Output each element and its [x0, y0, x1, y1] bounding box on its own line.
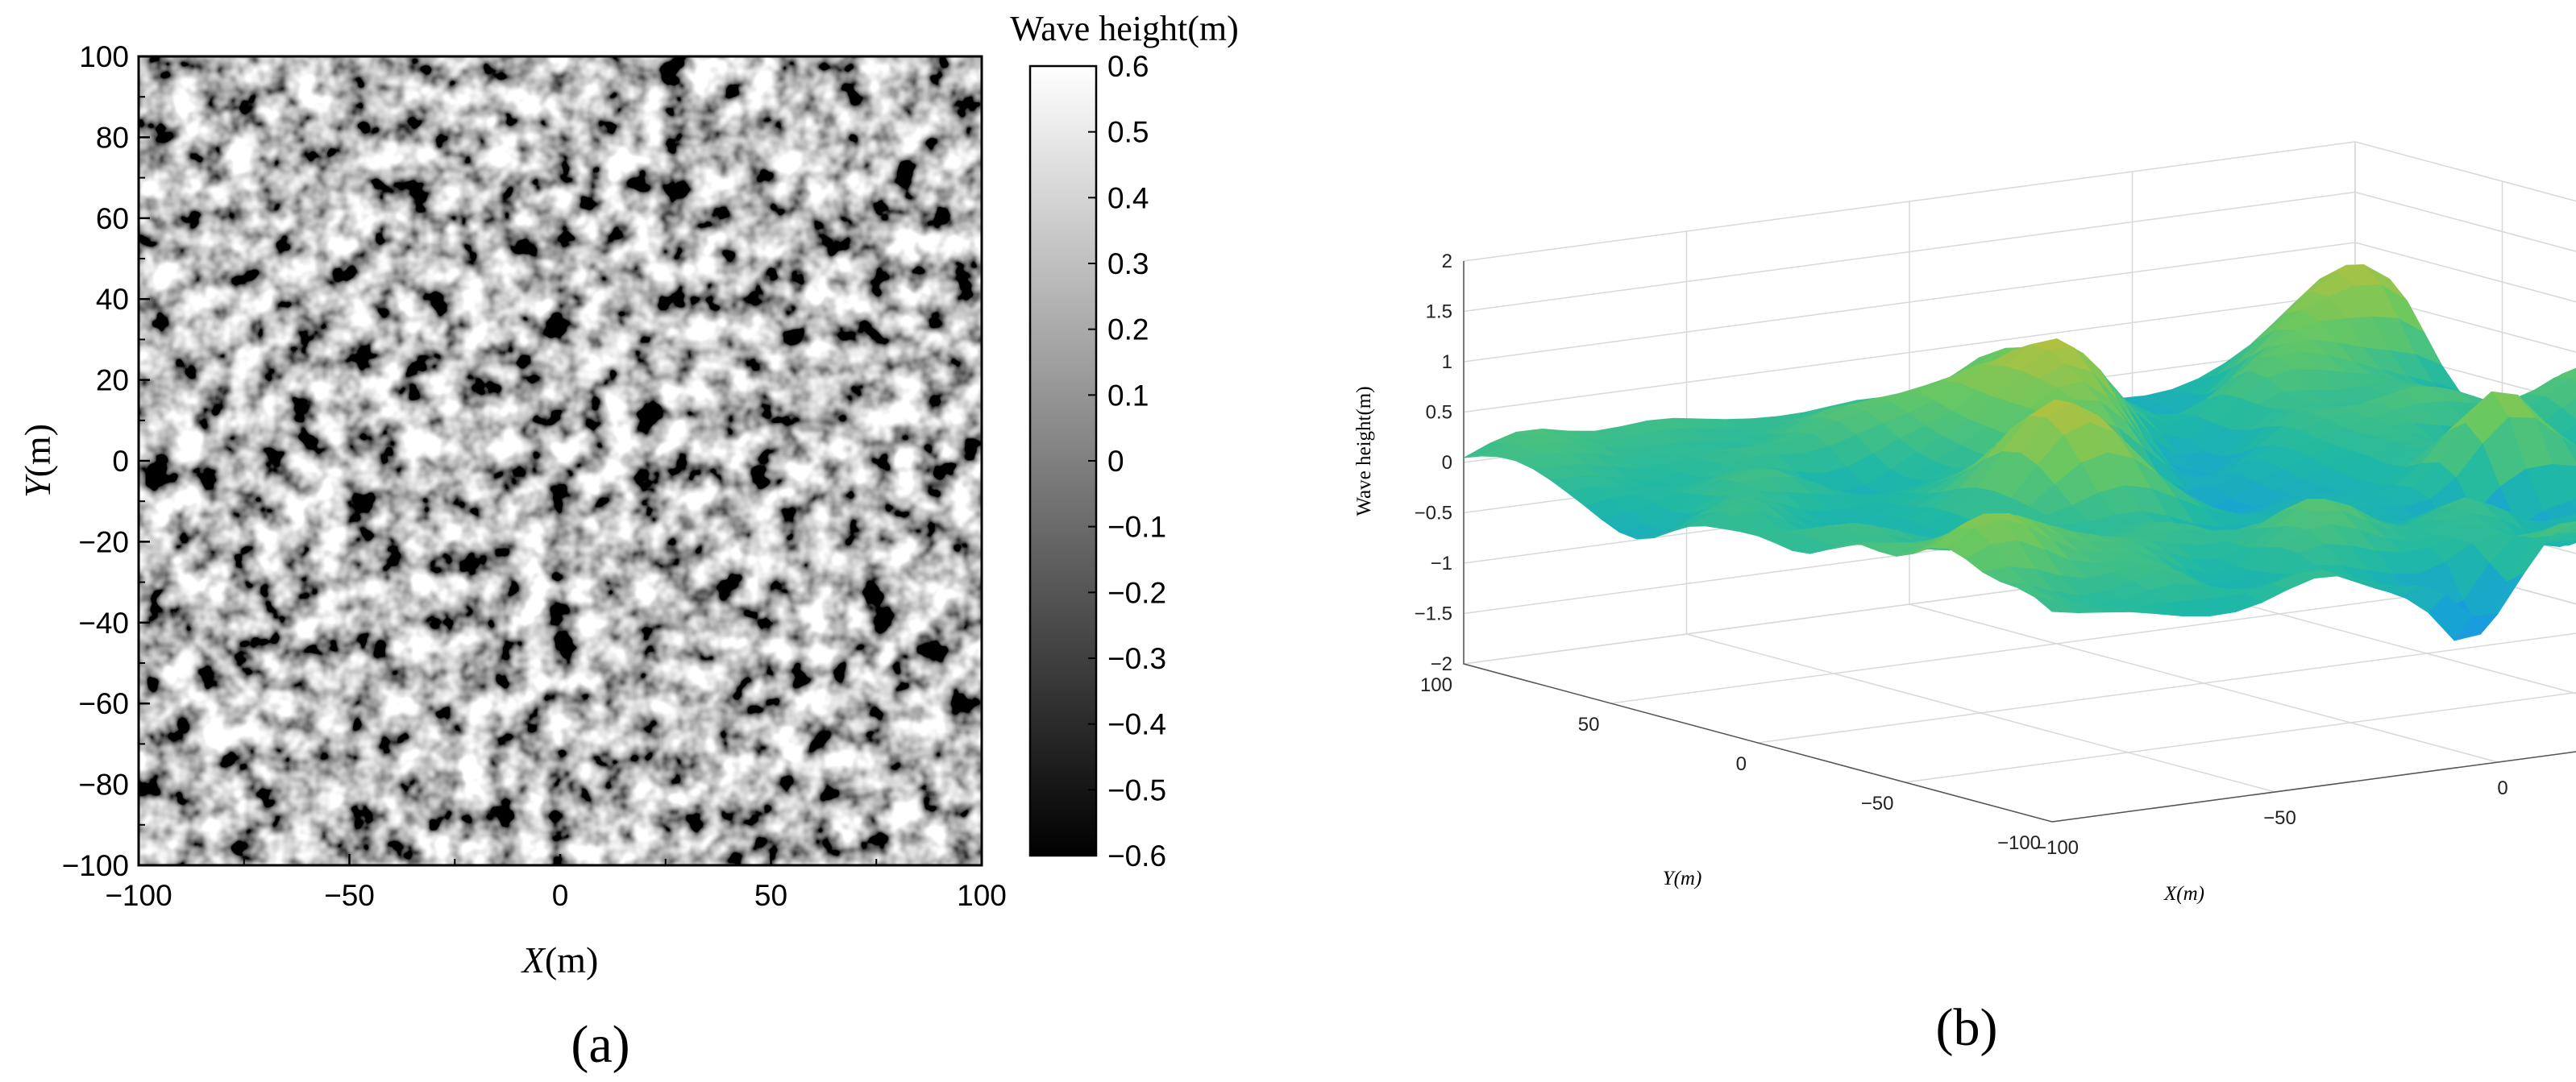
- panel-a-label: (a): [571, 1015, 629, 1074]
- y3d-tick-label: −100: [1997, 832, 2041, 854]
- panel-a: −100 −50 0 50 100 100 80 60 40 20 0 −20 −40 −60 −80 −1…: [17, 9, 1239, 1074]
- y-tick-label: 100: [79, 40, 129, 73]
- x-axis-symbol: X: [521, 939, 546, 980]
- z-tick-label: 0: [1442, 452, 1452, 474]
- surface-facet: [2034, 596, 2079, 614]
- y3d-tick-label: 100: [1420, 674, 1452, 696]
- y3d-axis-label: Y(m): [1663, 868, 1702, 889]
- colorbar-tick-label: −0.1: [1107, 511, 1166, 544]
- x-axis-ticks: −100 −50 0 50 100: [105, 854, 1007, 912]
- colorbar-tick-label: 0: [1107, 445, 1124, 478]
- z-axis-label: Wave height(m): [1353, 386, 1375, 516]
- z-tick-label: −1.5: [1415, 603, 1452, 625]
- x-tick-label: −100: [105, 879, 172, 912]
- y3d-tick-label: −50: [1861, 793, 1894, 815]
- x-tick-label: 100: [957, 879, 1007, 912]
- wave-surface: [1463, 264, 2576, 641]
- colorbar-tick-label: 0.6: [1107, 50, 1149, 83]
- x3d-tick-label: −50: [2263, 807, 2296, 829]
- x3d-tick-label: 0: [2497, 777, 2507, 799]
- colorbar-tick-label: 0.1: [1107, 379, 1149, 412]
- z-tick-label: 1.5: [1426, 301, 1452, 323]
- box-edge: [1463, 261, 2053, 823]
- y-tick-label: 80: [96, 121, 129, 154]
- heatmap-field: [139, 56, 982, 865]
- z-grid-line: [1463, 242, 2576, 363]
- colorbar-title: Wave height(m): [1010, 9, 1239, 48]
- y-tick-label: −80: [78, 769, 129, 802]
- colorbar-tick-label: 0.5: [1107, 116, 1149, 149]
- y-axis-label: Y(m): [17, 424, 58, 498]
- colorbar-tick-label: −0.3: [1107, 642, 1166, 675]
- y-tick-label: 40: [96, 283, 129, 316]
- surface-axis-ticks: −2 −1.5 −1 −0.5 0 0.5 1 1.5 2 −100 −50 0 50 100 −100 −5…: [1415, 251, 2508, 859]
- x-axis-unit: (m): [545, 939, 598, 980]
- colorbar: [1028, 64, 1098, 857]
- y-axis-unit: (m): [17, 424, 58, 477]
- y-grid-line: [1757, 632, 2576, 744]
- z-tick-label: −2: [1431, 653, 1452, 675]
- box-edge: [2051, 751, 2576, 823]
- y-tick-label: −100: [62, 849, 129, 882]
- x3d-tick-label: −100: [2035, 837, 2079, 859]
- z-grid-line: [1463, 141, 2576, 262]
- z-tick-label: −1: [1431, 553, 1452, 574]
- x-tick-label: −50: [324, 879, 375, 912]
- panel-b: −2 −1.5 −1 −0.5 0 0.5 1 1.5 2 −100 −50 0 50 100 −100 −5…: [1353, 141, 2576, 1057]
- x-axis-label: X(m): [521, 939, 599, 980]
- colorbar-tick-label: −0.4: [1107, 708, 1166, 741]
- colorbar-tick-label: 0.4: [1107, 181, 1149, 214]
- z-tick-label: 2: [1442, 251, 1452, 272]
- y3d-tick-label: 50: [1578, 714, 1600, 736]
- y-axis-symbol: Y: [17, 474, 58, 498]
- colorbar-tick-label: 0.3: [1107, 247, 1149, 280]
- x3d-axis-label: X(m): [2163, 883, 2204, 905]
- y3d-tick-label: 0: [1736, 753, 1747, 775]
- x-tick-label: 0: [552, 879, 569, 912]
- z-grid-line: [1463, 191, 2576, 313]
- z-tick-label: −0.5: [1415, 503, 1452, 524]
- y-tick-label: −60: [78, 687, 129, 720]
- colorbar-ticks: 0.6 0.5 0.4 0.3 0.2 0.1 0 −0.1 −0.2 −0.3 −0.4 −0.5 −…: [1088, 50, 1166, 873]
- colorbar-tick-label: −0.2: [1107, 576, 1166, 609]
- y-tick-label: −20: [78, 525, 129, 558]
- x-tick-label: 50: [754, 879, 787, 912]
- colorbar-tick-label: −0.6: [1107, 839, 1166, 873]
- y-axis-ticks: 100 80 60 40 20 0 −20 −40 −60 −80 −100: [62, 40, 150, 882]
- y-tick-label: 60: [96, 202, 129, 235]
- y-grid-line: [1905, 691, 2576, 783]
- colorbar-tick-label: 0.2: [1107, 313, 1149, 346]
- colorbar-tick-label: −0.5: [1107, 773, 1166, 806]
- z-tick-label: 1: [1442, 351, 1452, 373]
- panel-b-label: (b): [1936, 998, 1998, 1057]
- z-tick-label: 0.5: [1426, 402, 1452, 424]
- y-tick-label: 20: [96, 364, 129, 397]
- y-tick-label: 0: [112, 445, 129, 478]
- y-tick-label: −40: [78, 607, 129, 640]
